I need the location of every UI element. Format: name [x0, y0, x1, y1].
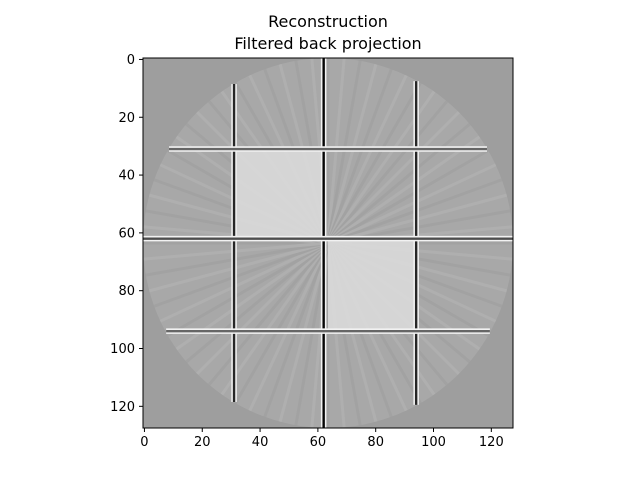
y-axis: 0 20 40 60 80 100 120	[110, 53, 143, 415]
y-tick-label: 80	[118, 284, 135, 299]
y-tick-label: 40	[118, 169, 135, 184]
y-tick-label: 60	[118, 226, 135, 241]
plot-area	[142, 57, 514, 429]
chart-title-line2: Filtered back projection	[234, 34, 421, 53]
upper-left-bright-square	[235, 147, 326, 238]
x-tick-label: 120	[479, 435, 504, 450]
chart-title-line1: Reconstruction	[268, 12, 388, 31]
reconstruction-image	[143, 58, 513, 428]
x-tick-label: 80	[367, 435, 384, 450]
lower-right-bright-square	[328, 240, 418, 330]
x-tick-label: 100	[421, 435, 446, 450]
y-tick-label: 0	[127, 53, 135, 68]
y-tick-label: 20	[118, 111, 135, 126]
x-tick-label: 60	[310, 435, 327, 450]
x-tick-label: 0	[140, 435, 148, 450]
axes-frame	[142, 57, 514, 429]
x-tick-label: 40	[252, 435, 269, 450]
x-tick-label: 20	[194, 435, 211, 450]
x-axis: 0 20 40 60 80 100 120	[140, 428, 504, 450]
y-tick-label: 120	[110, 400, 135, 415]
y-tick-label: 100	[110, 342, 135, 357]
